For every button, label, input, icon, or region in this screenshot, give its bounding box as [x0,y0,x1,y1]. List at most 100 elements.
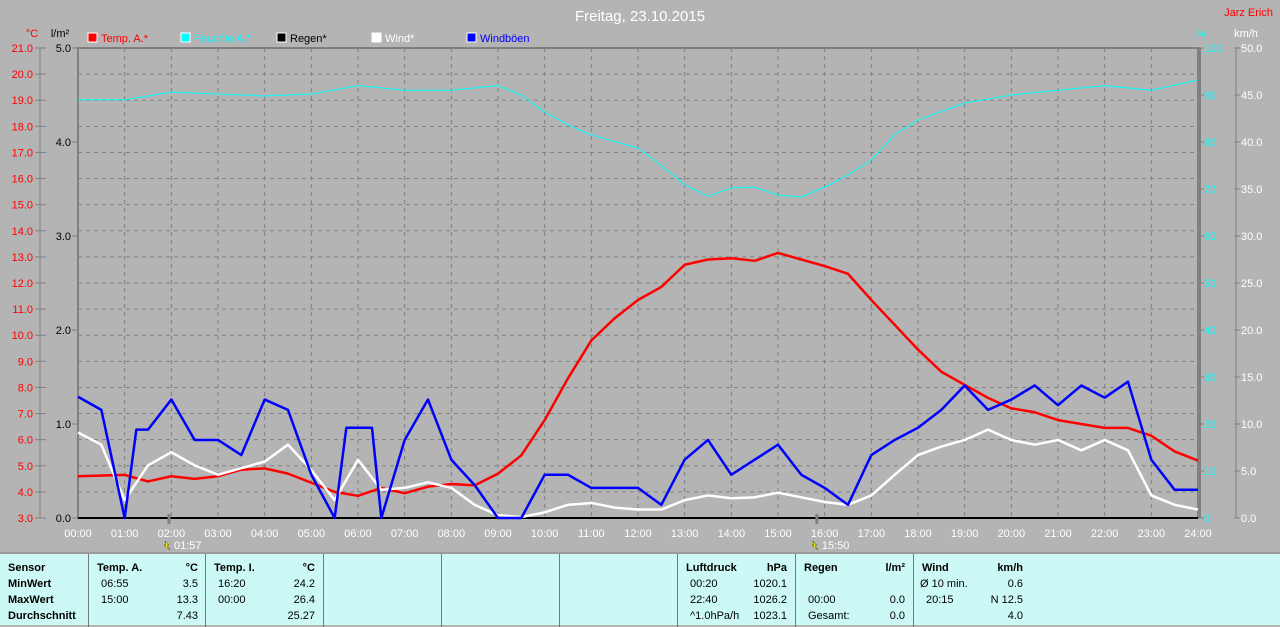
wind-column: Wind km/h Ø 10 min. 0.6 20:15 N 12.5 4.0 [913,554,1031,627]
wind-axis-label: km/h [1234,28,1258,40]
lightning-icon [163,540,171,551]
humidity-tick-label: 80 [1204,137,1216,149]
temp-tick-label: 8.0 [18,382,33,394]
column-header: Temp. I. [214,562,255,574]
stat-time: 00:20 [690,578,718,590]
wind-tick-label: 0.0 [1241,513,1256,525]
stat-time: 06:55 [101,578,129,590]
series-line-4 [77,380,1198,520]
sensor-header: Sensor [8,562,46,574]
rain-tick-label: 3.0 [56,231,71,243]
sensor-column: Sensor MinWert MaxWert Durchschnitt [0,554,88,627]
stat-value: 0.0 [889,610,905,622]
rain-tick-label: 2.0 [56,325,71,337]
rain-axis-label: l/m² [51,28,70,40]
column-header: Wind [922,562,949,574]
column-unit: hPa [766,562,787,574]
stat-value: 1026.2 [753,594,787,606]
stat-time: 00:00 [218,594,246,606]
temp-tick-label: 4.0 [18,487,33,499]
rain-tick-label: 5.0 [56,43,71,55]
x-tick-label: 13:00 [671,528,699,540]
humidity-axis-label: % [1196,28,1206,40]
rain-tick-label: 4.0 [56,137,71,149]
stat-value: N 12.5 [990,594,1023,606]
legend-entry: Regen* [290,33,327,45]
x-tick-label: 14:00 [718,528,746,540]
x-tick-label: 03:00 [204,528,232,540]
legend-entry: Temp. A.* [101,33,149,45]
wind-tick-label: 15.0 [1241,372,1262,384]
stat-value: 4.0 [1007,610,1023,622]
stat-value: 1023.1 [753,610,787,622]
x-tick-label: 15:00 [764,528,792,540]
stat-value: 24.2 [293,578,315,590]
temp-tick-label: 21.0 [12,43,33,55]
stat-time: 20:15 [926,594,954,606]
wind-tick-label: 25.0 [1241,278,1262,290]
column-unit: °C [302,562,315,574]
x-tick-label: 17:00 [858,528,886,540]
x-tick-label: 11:00 [578,528,605,540]
stat-value: 3.5 [182,578,198,590]
x-tick-label: 12:00 [624,528,652,540]
temp-i-column: Temp. I. °C 16:20 24.2 00:00 26.4 25.27 [205,554,323,627]
x-tick-label: 02:00 [158,528,186,540]
legend-entry: Windböen [480,33,530,45]
column-unit: km/h [997,562,1023,574]
stat-time: 15:00 [101,594,129,606]
temp-tick-label: 6.0 [18,435,33,447]
humidity-tick-label: 10 [1204,466,1216,478]
x-tick-label: 00:00 [64,528,92,540]
stat-value: 0.6 [1007,578,1023,590]
stat-time: 00:00 [808,594,836,606]
x-tick-label: 18:00 [904,528,932,540]
row-label: Durchschnitt [8,610,76,622]
wind-tick-label: 5.0 [1241,466,1256,478]
temp-tick-label: 3.0 [18,513,33,525]
temp-tick-label: 10.0 [12,330,33,342]
wind-tick-label: 45.0 [1241,90,1262,102]
series-line-0 [77,251,1199,498]
legend-entry: Feuchte A.* [194,33,252,45]
stat-time: 22:40 [690,594,718,606]
series-line-3 [77,428,1199,519]
x-tick-label: 06:00 [344,528,372,540]
stat-time: ^1.0hPa/h [690,610,740,622]
column-header: Regen [804,562,838,574]
lightning-icon [811,540,819,551]
wind-tick-label: 10.0 [1241,419,1262,431]
x-tick-label: 08:00 [438,528,466,540]
x-tick-label: 19:00 [951,528,979,540]
humidity-tick-label: 70 [1204,184,1216,196]
x-tick-label: 05:00 [298,528,326,540]
x-tick-label: 20:00 [998,528,1026,540]
temp-tick-label: 9.0 [18,356,33,368]
humidity-tick-label: 40 [1204,325,1216,337]
rain-tick-label: 0.0 [56,513,71,525]
temp-tick-label: 15.0 [12,200,33,212]
stat-value: 26.4 [293,594,315,606]
temp-tick-label: 17.0 [12,147,33,159]
marker-label: 01:57 [174,540,202,552]
legend-swatch [180,32,191,43]
wind-tick-label: 50.0 [1241,43,1262,55]
humidity-tick-label: 20 [1204,419,1216,431]
stat-time: Gesamt: [808,610,850,622]
statistics-panel: Sensor MinWert MaxWert Durchschnitt Temp… [0,552,1280,627]
temp-tick-label: 18.0 [12,121,33,133]
x-tick-label: 16:00 [811,528,839,540]
temp-tick-label: 12.0 [12,278,33,290]
stat-time: Ø 10 min. [920,578,968,590]
row-label: MinWert [8,578,52,590]
temp-tick-label: 20.0 [12,69,33,81]
x-tick-label: 09:00 [484,528,512,540]
row-label: MaxWert [8,594,54,606]
temp-tick-label: 7.0 [18,409,33,421]
stat-value: 7.43 [176,610,198,622]
stat-value: 25.27 [287,610,315,622]
wind-tick-label: 40.0 [1241,137,1262,149]
column-header: Luftdruck [686,562,737,574]
temp-tick-label: 14.0 [12,226,33,238]
x-tick-label: 04:00 [251,528,279,540]
